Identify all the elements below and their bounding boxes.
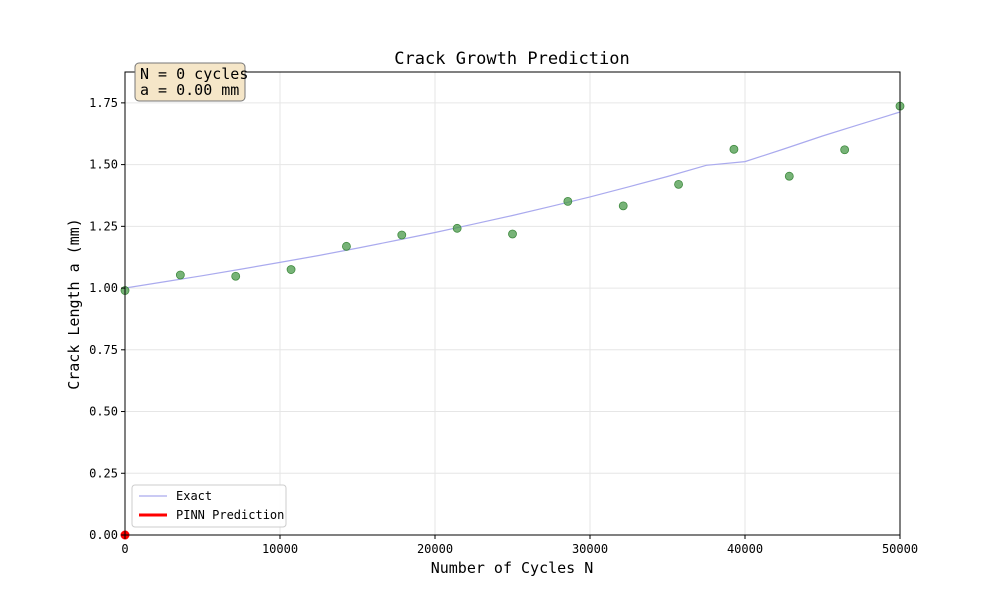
y-axis-label: Crack Length a (mm) — [65, 218, 83, 390]
x-tick-label: 0 — [121, 542, 128, 556]
y-tick-label: 0.75 — [89, 343, 118, 357]
observed-point — [231, 271, 241, 281]
observed-point — [563, 196, 573, 206]
exact-curve — [124, 111, 901, 289]
x-tick-label: 50000 — [882, 542, 918, 556]
observed-point — [840, 145, 850, 155]
x-tick-label: 40000 — [727, 542, 763, 556]
observed-point — [286, 265, 296, 274]
observed-point — [674, 179, 683, 189]
observed-point — [342, 241, 351, 251]
legend: Exact PINN Prediction — [131, 484, 287, 528]
plot-frame — [124, 71, 901, 536]
y-tick-label: 0.00 — [89, 528, 118, 542]
info-cycles: N = 0 cycles — [140, 65, 248, 83]
y-tick-label: 1.75 — [89, 96, 118, 110]
observed-point — [784, 171, 794, 181]
info-box: N = 0 cycles a = 0.00 mm — [134, 62, 248, 102]
x-tick-label: 10000 — [262, 542, 298, 556]
grid — [124, 72, 901, 536]
x-axis-ticks: 0 10000 20000 30000 40000 50000 — [121, 535, 918, 556]
y-tick-label: 1.00 — [89, 281, 118, 295]
exact-series — [124, 111, 901, 289]
observed-point — [397, 230, 407, 240]
y-tick-label: 1.25 — [89, 219, 118, 233]
y-axis-ticks: 0.00 0.25 0.50 0.75 1.00 1.25 1.50 1.75 — [89, 96, 125, 542]
observed-point — [452, 223, 462, 233]
y-tick-label: 0.50 — [89, 405, 118, 419]
observed-point — [508, 229, 517, 239]
info-box-background — [134, 62, 246, 102]
x-tick-label: 30000 — [572, 542, 608, 556]
legend-frame — [131, 484, 287, 528]
observed-point — [618, 201, 628, 211]
observed-point — [729, 144, 739, 154]
info-length: a = 0.00 mm — [140, 81, 239, 99]
y-tick-label: 1.50 — [89, 158, 118, 172]
legend-exact-label: Exact — [176, 489, 212, 503]
x-axis-label: Number of Cycles N — [431, 559, 594, 577]
y-tick-label: 0.25 — [89, 466, 118, 480]
chart-title: Crack Growth Prediction — [394, 49, 629, 69]
x-tick-label: 20000 — [417, 542, 453, 556]
legend-pinn-label: PINN Prediction — [176, 508, 284, 522]
observed-point — [175, 270, 185, 280]
